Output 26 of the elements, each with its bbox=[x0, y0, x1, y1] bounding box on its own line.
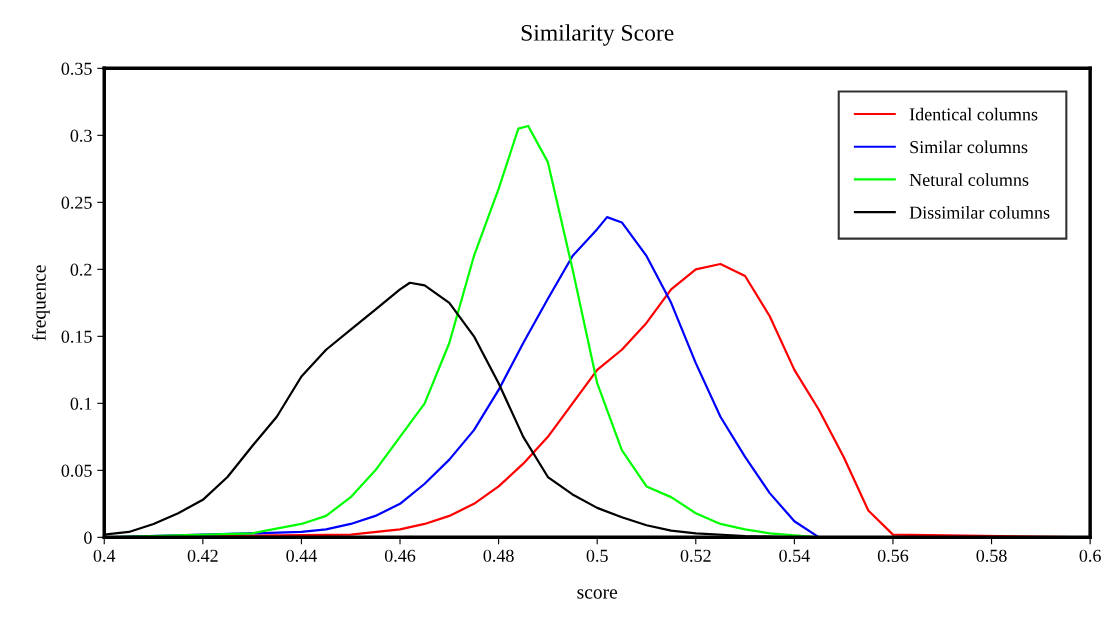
x-tick-label: 0.58 bbox=[976, 549, 1007, 562]
legend-label: Similar columns bbox=[910, 140, 1028, 154]
legend-label: Dissimilar columns bbox=[909, 206, 1050, 219]
x-tick-label: 0.46 bbox=[384, 549, 416, 562]
y-tick-label: 0 bbox=[84, 531, 92, 544]
y-tick-label: 0.15 bbox=[61, 330, 92, 343]
y-axis-title: frequence bbox=[31, 265, 50, 341]
x-tick-label: 0.4 bbox=[93, 549, 116, 562]
legend-label: Netural columns bbox=[909, 173, 1029, 186]
y-tick-label: 0.25 bbox=[61, 196, 92, 209]
legend-label: Identical columns bbox=[909, 107, 1038, 121]
chart-title: Similarity Score bbox=[521, 24, 674, 46]
y-tick-label: 0.2 bbox=[70, 263, 92, 276]
x-tick-label: 0.6 bbox=[1079, 549, 1101, 562]
x-tick-label: 0.5 bbox=[586, 549, 608, 562]
x-tick-label: 0.44 bbox=[286, 549, 317, 562]
x-tick-label: 0.48 bbox=[483, 549, 514, 562]
x-axis-title: score bbox=[577, 589, 618, 599]
x-tick-label: 0.42 bbox=[187, 549, 218, 562]
y-tick-label: 0.05 bbox=[61, 464, 92, 477]
x-tick-label: 0.56 bbox=[877, 549, 909, 562]
y-tick-label: 0.3 bbox=[70, 129, 92, 142]
x-tick-label: 0.52 bbox=[680, 549, 711, 562]
y-tick-label: 0.35 bbox=[61, 62, 92, 75]
y-tick-label: 0.1 bbox=[70, 397, 92, 410]
x-tick-label: 0.54 bbox=[779, 549, 810, 562]
